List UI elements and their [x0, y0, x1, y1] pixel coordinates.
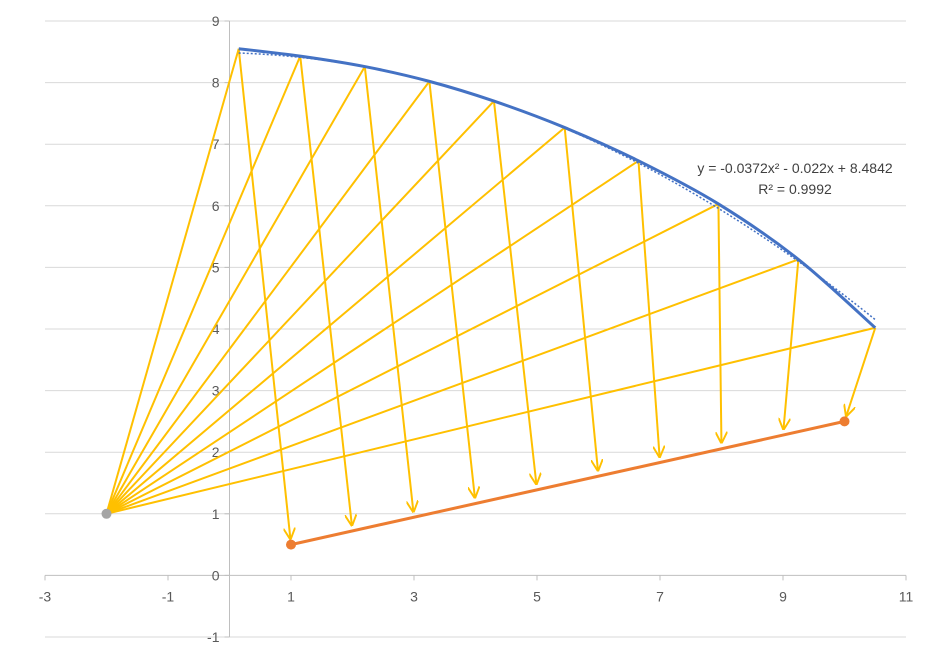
x-tick-label: 5 [533, 588, 541, 604]
trendline-equation: y = -0.0372x² - 0.022x + 8.4842 [697, 160, 893, 176]
projection-arrow [363, 66, 414, 512]
x-tick-label: -1 [162, 588, 175, 604]
projection-arrow [563, 127, 598, 471]
y-tick-label: 9 [212, 13, 220, 29]
x-tick-label: 1 [287, 588, 295, 604]
y-tick-label: 1 [212, 506, 220, 522]
ray-line [105, 126, 566, 515]
x-tick-label: 7 [656, 588, 664, 604]
projection-arrow [718, 203, 721, 443]
projection-arrow [846, 327, 877, 416]
base-line [290, 419, 845, 547]
tick-labels: -3 -1 1 3 5 7 9 11 -1 0 1 2 3 4 5 6 7 8 9 [39, 13, 914, 645]
y-tick-label: -1 [207, 629, 220, 645]
y-tick-label: 2 [212, 444, 220, 460]
projection-arrow [784, 259, 800, 429]
y-tick-label: 8 [212, 75, 220, 91]
projection-arrow [492, 100, 536, 484]
x-tick-label: 11 [899, 588, 914, 604]
base-point-start [286, 539, 296, 550]
y-tick-label: 4 [212, 321, 220, 337]
ray-line [105, 159, 640, 515]
ray-line [106, 258, 799, 515]
gridlines [45, 20, 906, 638]
y-tick-label: 0 [212, 567, 220, 583]
y-tick-label: 6 [212, 198, 220, 214]
ray-line [105, 48, 240, 515]
trendline [238, 52, 876, 321]
y-tick-label: 7 [212, 136, 220, 152]
projection-arrow [237, 48, 291, 539]
projection-arrow [299, 56, 352, 525]
ray-line [105, 66, 366, 515]
x-tick-label: -3 [39, 588, 52, 604]
projection-arrow [637, 160, 659, 457]
ray-line [106, 326, 876, 515]
base-line-series [290, 419, 845, 547]
x-tick-label: 3 [410, 588, 418, 604]
trendline-curve [238, 52, 876, 321]
axes [44, 20, 907, 638]
projection-arrows [237, 48, 877, 539]
x-tick-label: 9 [779, 588, 787, 604]
trendline-r2: R² = 0.9992 [758, 181, 832, 197]
ray-line [105, 100, 495, 515]
projection-arrow [428, 81, 474, 497]
y-tick-label: 3 [212, 383, 220, 399]
y-tick-label: 5 [212, 259, 220, 275]
ray-line [106, 203, 719, 515]
ray-line [105, 55, 302, 515]
base-point-end [839, 416, 850, 427]
point-markers [101, 416, 850, 550]
source-point [101, 508, 112, 519]
ray-series [105, 48, 876, 515]
ray-line [105, 80, 431, 515]
